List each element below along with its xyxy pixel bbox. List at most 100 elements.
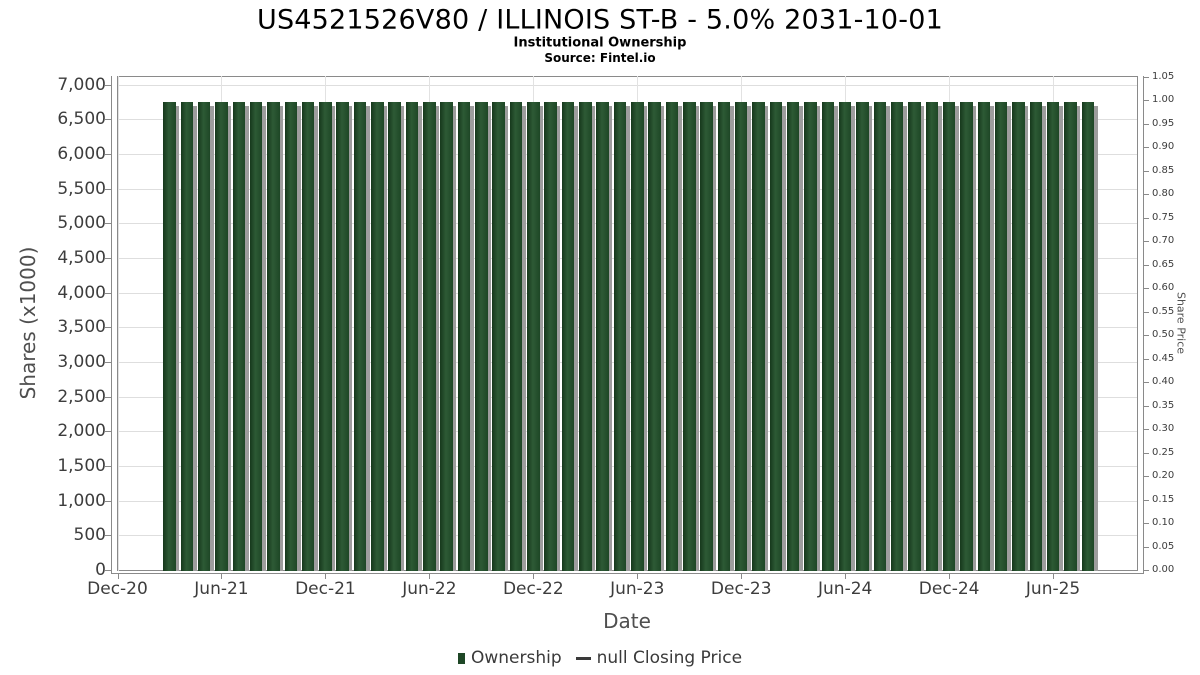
chart-subtitle: Institutional Ownership [513, 35, 687, 51]
x-tick-label: Dec-21 [295, 579, 356, 599]
ownership-bar [683, 101, 696, 571]
ownership-bar [752, 101, 765, 571]
y-left-tick-mark [105, 327, 111, 329]
y-left-tick-mark [105, 535, 111, 537]
ownership-bar [1081, 101, 1094, 571]
y-right-tick-mark [1143, 452, 1149, 454]
ownership-bar [267, 101, 280, 571]
x-tick-mark [221, 573, 223, 579]
ownership-bar [336, 101, 349, 571]
y-right-tick-label: 0.75 [1152, 211, 1175, 223]
ownership-bar [197, 101, 211, 571]
y-right-tick-mark [1143, 476, 1149, 478]
y-right-tick-label: 0.55 [1152, 305, 1175, 317]
ownership-bar [734, 101, 748, 571]
y-right-tick-label: 0.35 [1152, 399, 1175, 411]
ownership-legend-label: Ownership [470, 648, 562, 668]
y-left-tick-label: 5,500 [57, 178, 106, 199]
y-left-tick-label: 7,000 [57, 74, 106, 95]
ownership-bar [492, 101, 505, 571]
y-right-tick-label: 0.80 [1152, 188, 1175, 200]
y-right-tick-label: 0.65 [1152, 258, 1175, 270]
y-right-tick-label: 0.40 [1152, 376, 1175, 388]
x-tick-mark [741, 573, 743, 579]
ownership-bar [960, 101, 973, 571]
ownership-bar [804, 101, 817, 571]
y-axis-line-right [1143, 76, 1144, 573]
ownership-bar [319, 101, 332, 571]
ownership-bar [925, 101, 939, 571]
y-left-tick-mark [105, 500, 111, 502]
x-tick-label: Dec-23 [710, 579, 772, 599]
ownership-bar [544, 101, 557, 571]
y-left-tick-label: 4,500 [57, 247, 106, 268]
y-right-tick-label: 1.05 [1152, 71, 1175, 82]
y-right-tick-label: 0.15 [1152, 493, 1175, 505]
ownership-bar [215, 101, 228, 571]
chart-source: Source: Fintel.io [544, 51, 656, 65]
ownership-bar [786, 101, 800, 571]
ownership-bar [457, 101, 471, 571]
y-axis-line-left [111, 76, 112, 573]
y-right-tick-label: 0.30 [1152, 423, 1175, 435]
y-right-tick-mark [1143, 194, 1149, 196]
chart-title: US4521526V80 / ILLINOIS ST-B - 5.0% 2031… [256, 4, 944, 36]
x-tick-mark [845, 573, 847, 579]
y-left-tick-mark [105, 223, 111, 225]
x-tick-label: Dec-20 [87, 579, 148, 599]
ownership-bar [821, 101, 835, 571]
ownership-bar [371, 101, 384, 571]
ownership-bar [232, 101, 246, 571]
y-left-tick-label: 3,000 [57, 351, 106, 372]
ownership-bar [163, 101, 176, 571]
x-tick-label: Jun-25 [1025, 579, 1081, 599]
y-left-tick-mark [105, 188, 111, 190]
y-right-tick-mark [1143, 523, 1149, 525]
y-left-tick-label: 4,000 [57, 282, 106, 303]
y-right-tick-mark [1143, 382, 1149, 384]
y-right-tick-mark [1143, 499, 1149, 501]
y-right-tick-label: 0.95 [1152, 117, 1175, 129]
ownership-bar [353, 101, 367, 571]
x-tick-label: Jun-22 [402, 579, 457, 599]
y-left-tick-label: 0 [95, 560, 106, 581]
ownership-bar [994, 101, 1008, 571]
legend: Ownership null Closing Price [0, 646, 1200, 670]
y-right-tick-mark [1143, 217, 1149, 219]
y-left-tick-label: 6,500 [57, 109, 106, 130]
y-right-tick-label: 0.05 [1152, 540, 1175, 552]
ownership-bar [509, 101, 523, 571]
ownership-bar [890, 101, 904, 571]
x-tick-mark [533, 573, 535, 579]
ownership-bar [579, 101, 592, 571]
x-axis-line-bottom [111, 573, 1144, 574]
closing-price-legend-line-icon [575, 656, 591, 660]
x-tick-label: Dec-24 [918, 579, 980, 599]
y-left-tick-mark [105, 396, 111, 398]
ownership-bar [942, 101, 956, 571]
ownership-bar [648, 101, 661, 571]
y-right-tick-label: 0.70 [1152, 235, 1175, 247]
y-left-tick-mark [105, 84, 111, 86]
y-right-tick-mark [1143, 429, 1149, 431]
y-left-tick-mark [105, 153, 111, 155]
x-tick-label: Jun-24 [818, 579, 873, 599]
x-tick-label: Jun-21 [194, 579, 249, 599]
y-right-tick-label: 0.90 [1152, 141, 1175, 153]
ownership-bar [769, 101, 783, 571]
ownership-bar [249, 101, 263, 571]
x-tick-mark [949, 573, 951, 579]
y-right-tick-mark [1143, 264, 1149, 266]
ownership-bar [527, 101, 540, 571]
x-tick-label: Dec-22 [502, 579, 564, 599]
gridline-vertical [117, 76, 119, 571]
y-right-tick-label: 0.10 [1152, 517, 1175, 529]
x-tick-mark [1053, 573, 1055, 579]
y-left-tick-mark [105, 465, 111, 467]
x-tick-mark [429, 573, 431, 579]
y-right-tick-mark [1143, 288, 1149, 290]
ownership-bar [613, 101, 627, 571]
y-left-tick-label: 6,000 [57, 143, 106, 164]
